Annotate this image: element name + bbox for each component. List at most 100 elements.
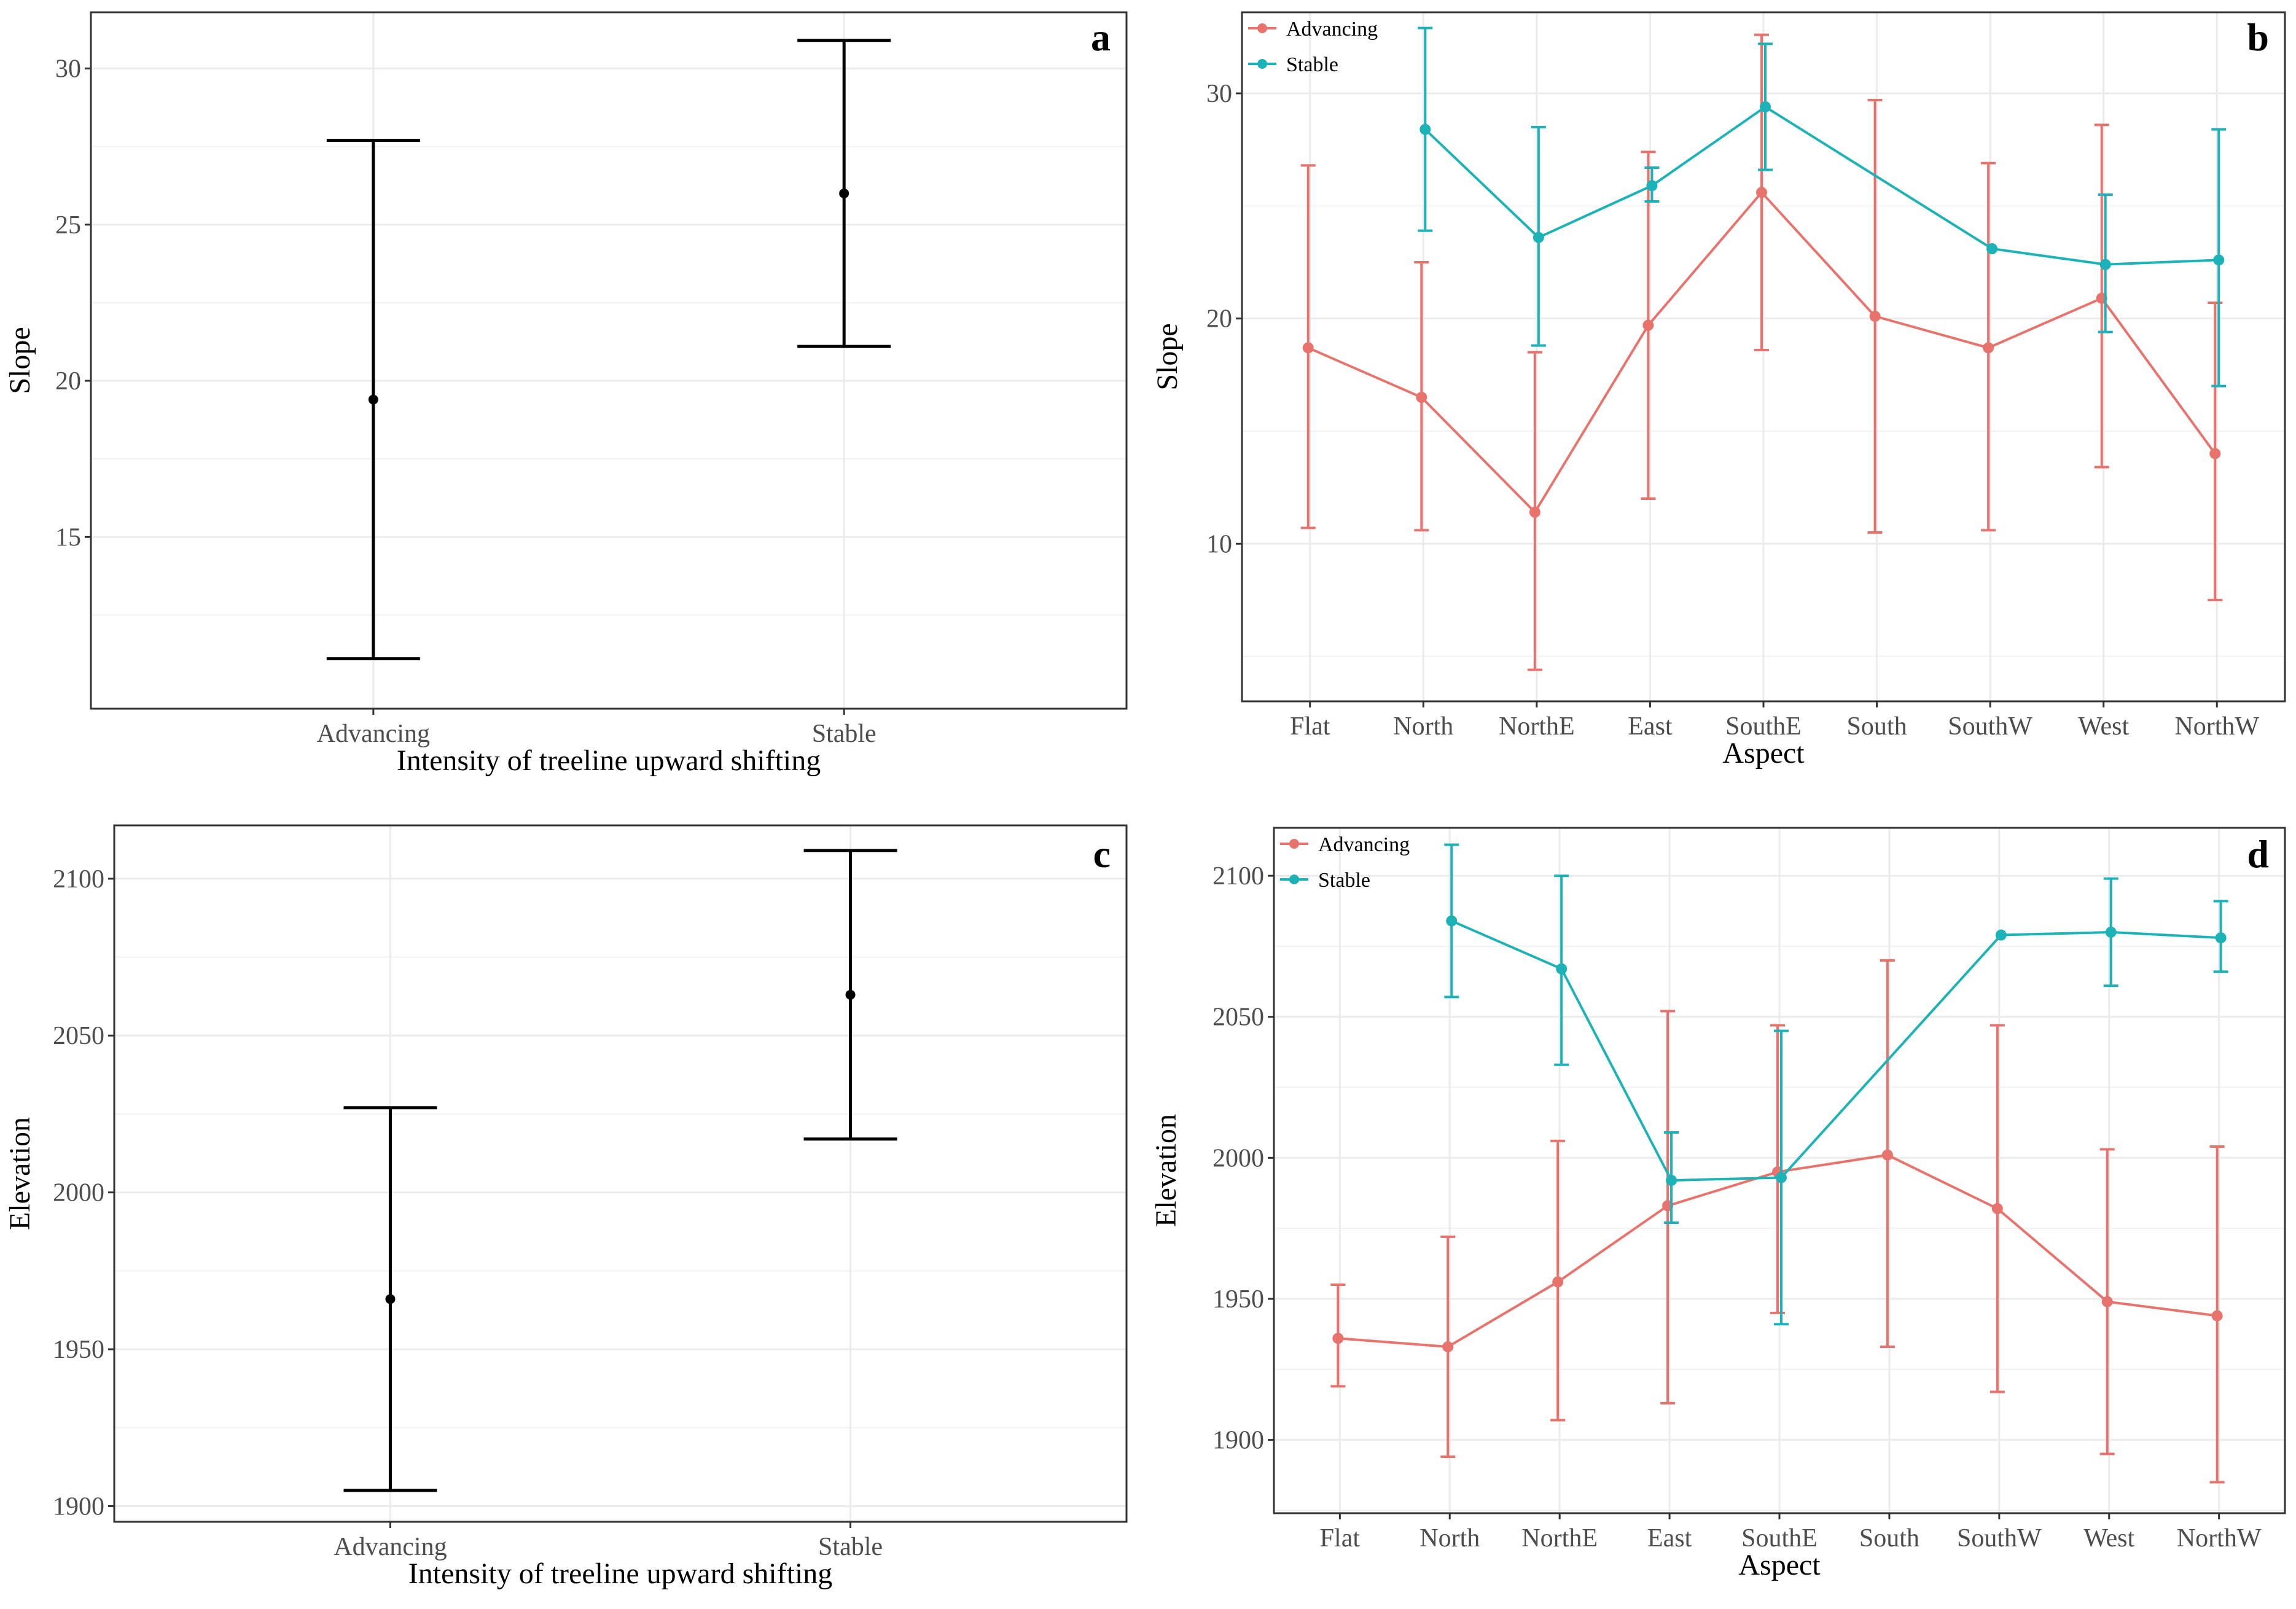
data-point xyxy=(2101,1296,2113,1307)
data-point xyxy=(1446,915,1458,927)
x-tick-label: NorthW xyxy=(2177,1524,2262,1553)
panel-c: 1900 1950 2000 2050 2100 Advancing StableInten… xyxy=(4,824,1128,1590)
data-point xyxy=(2209,448,2221,459)
gridlines xyxy=(91,12,1127,709)
series-stable xyxy=(1418,26,2227,388)
data-point xyxy=(1666,1175,1677,1186)
legend-label: Stable xyxy=(1318,869,1370,892)
data-point xyxy=(1442,1341,1454,1353)
y-tick-label: 2050 xyxy=(53,1022,104,1050)
y-axis: 15 20 25 30 xyxy=(55,55,91,551)
data-point xyxy=(1776,1172,1787,1183)
y-axis: 10 20 30 xyxy=(1206,80,1242,558)
data-point xyxy=(1556,963,1568,975)
data-point xyxy=(1416,392,1427,403)
legend-label: Advancing xyxy=(1318,833,1410,856)
data-point xyxy=(2099,259,2111,270)
x-tick-label: SouthE xyxy=(1741,1524,1818,1553)
y-tick-label: 2000 xyxy=(53,1179,104,1207)
data-point xyxy=(1642,319,1654,331)
legend-key-point xyxy=(1257,23,1267,33)
y-axis: 1900 1950 2000 2050 2100 xyxy=(1212,862,1274,1455)
data-point xyxy=(2105,926,2117,938)
data-point xyxy=(2215,932,2227,944)
y-tick-label: 25 xyxy=(55,211,81,240)
mean-point xyxy=(839,188,849,198)
legend-key-point xyxy=(1289,839,1299,849)
y-tick-label: 10 xyxy=(1206,530,1232,558)
data-point xyxy=(1869,311,1881,322)
panel-border xyxy=(113,824,1128,1523)
x-axis-title: Intensity of treeline upward shifting xyxy=(408,1557,833,1590)
x-tick-label: NorthE xyxy=(1521,1524,1598,1553)
legend: Advancing Stable xyxy=(1248,18,1378,76)
panel-d: 1900 1950 2000 2050 2100 Flat North NorthE East S… xyxy=(1150,827,2286,1581)
x-tick-label: SouthW xyxy=(1948,712,2032,741)
x-tick-label: North xyxy=(1393,712,1453,741)
x-tick-label: Flat xyxy=(1290,712,1330,741)
data-point xyxy=(1760,101,1771,112)
y-tick-label: 2100 xyxy=(1212,862,1264,890)
data-point xyxy=(1419,123,1431,135)
x-axis-title: Aspect xyxy=(1722,737,1805,769)
data-point xyxy=(1881,1149,1893,1161)
legend-label: Stable xyxy=(1286,53,1338,76)
x-axis: Flat North NorthE East SouthE South SouthW West… xyxy=(1290,701,2259,741)
y-tick-label: 2100 xyxy=(53,865,104,894)
data-point xyxy=(1756,187,1767,198)
series-stable xyxy=(1444,843,2228,1326)
error-bars xyxy=(326,39,891,661)
legend-key-point xyxy=(1257,59,1267,69)
mean-point xyxy=(845,989,856,1000)
y-tick-label: 2000 xyxy=(1212,1144,1264,1172)
x-tick-label: North xyxy=(1419,1524,1480,1553)
x-tick-label: East xyxy=(1647,1524,1692,1553)
x-tick-label: Stable xyxy=(818,1533,883,1561)
y-axis: 1900 1950 2000 2050 2100 xyxy=(53,865,114,1521)
x-axis-title: Aspect xyxy=(1738,1549,1821,1581)
data-point xyxy=(1533,232,1544,243)
x-tick-label: SouthW xyxy=(1957,1524,2042,1553)
mean-point xyxy=(385,1294,396,1304)
legend: Advancing Stable xyxy=(1280,833,1410,892)
data-point xyxy=(1529,507,1540,518)
error-bars xyxy=(343,849,897,1492)
y-tick-label: 20 xyxy=(55,367,81,395)
x-tick-label: West xyxy=(2078,712,2129,741)
data-point xyxy=(1302,342,1314,354)
y-tick-label: 30 xyxy=(55,55,81,84)
series-line xyxy=(1424,105,2219,266)
x-axis: Advancing Stable xyxy=(334,1522,883,1561)
x-axis-title: Intensity of treeline upward shifting xyxy=(397,744,821,777)
series-line xyxy=(1451,919,2221,1182)
y-axis-title: Slope xyxy=(1151,323,1184,390)
panel-b: 10 20 30 Flat North NorthE East SouthE South Sout… xyxy=(1151,11,2286,769)
data-point xyxy=(1986,243,1998,254)
data-point xyxy=(2213,254,2225,266)
data-point xyxy=(1552,1276,1564,1288)
legend-label: Advancing xyxy=(1286,18,1378,41)
x-tick-label: Flat xyxy=(1320,1524,1361,1553)
mean-point xyxy=(368,394,378,405)
panel-border xyxy=(90,11,1128,710)
y-tick-label: 1950 xyxy=(53,1336,104,1364)
panel-letter: a xyxy=(1091,15,1111,59)
legend-key-point xyxy=(1289,875,1299,884)
x-tick-label: Advancing xyxy=(334,1533,447,1561)
gridlines xyxy=(1242,12,2285,701)
y-tick-label: 20 xyxy=(1206,305,1232,333)
x-axis: Flat North NorthE East SouthE South SouthW West… xyxy=(1320,1513,2262,1553)
y-axis-title: Slope xyxy=(4,327,36,394)
y-axis-title: Elevation xyxy=(1150,1114,1182,1227)
x-axis: Advancing Stable xyxy=(317,709,877,748)
y-tick-label: 1900 xyxy=(1212,1427,1264,1455)
data-point xyxy=(1983,342,1994,354)
y-axis-title: Elevation xyxy=(4,1117,36,1230)
gridlines xyxy=(114,825,1127,1522)
data-point xyxy=(2211,1310,2223,1322)
x-tick-label: West xyxy=(2083,1524,2134,1553)
data-point xyxy=(1991,1203,2003,1214)
x-tick-label: South xyxy=(1859,1524,1919,1553)
